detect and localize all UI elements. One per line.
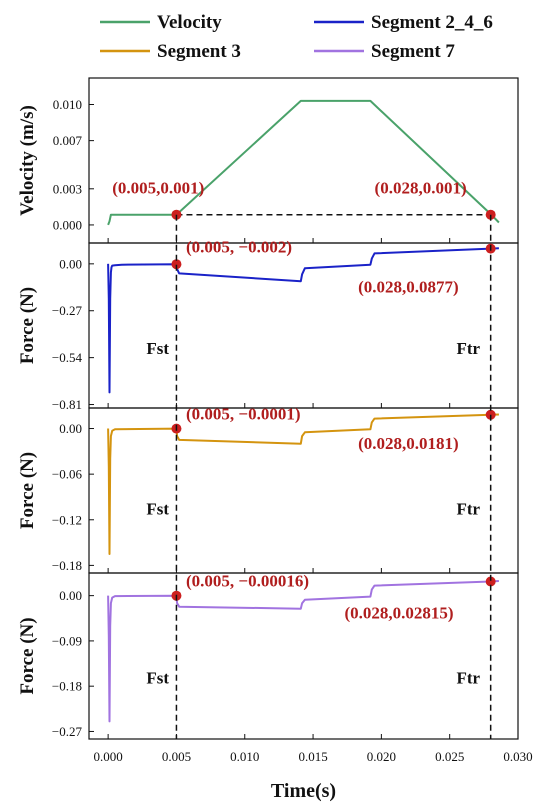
legend-label-seg3: Segment 3 (157, 41, 241, 62)
annotation-label: (0.028,0.0181) (358, 434, 459, 453)
panel-frame (88, 572, 519, 740)
legend-label-velocity: Velocity (157, 12, 222, 33)
panel-frame (88, 242, 519, 409)
series-line-seg3 (107, 413, 499, 555)
series-line-seg7 (107, 580, 499, 723)
x-tick-label: 0.020 (367, 749, 396, 764)
legend: Velocity Segment 2_4_6 Segment 3 Segment 7 (100, 12, 493, 62)
panel-seg246: 0.00 −0.27 −0.54 −0.81 Force (N) (0.005, −0.0… (17, 238, 519, 412)
panel-frame (88, 77, 519, 244)
series-line-velocity (107, 99, 500, 226)
annotation-label: (0.005, −0.002) (186, 238, 292, 257)
y-tick-label: 0.010 (53, 97, 82, 112)
label-fst: Fst (146, 499, 169, 518)
label-ftr: Ftr (457, 339, 481, 358)
y-tick-label: −0.18 (52, 558, 82, 573)
x-tick-label: 0.010 (230, 749, 259, 764)
x-tick-label: 0.000 (94, 749, 123, 764)
marker-point-end (485, 576, 496, 587)
legend-label-seg246: Segment 2_4_6 (371, 12, 493, 33)
y-tick-label: 0.00 (59, 256, 82, 271)
y-tick-label: −0.27 (52, 303, 83, 318)
annotation-label: (0.005,0.001) (112, 179, 204, 198)
y-tick-label: −0.06 (52, 467, 83, 482)
annotation-label: (0.005, −0.0001) (186, 404, 301, 423)
y-tick-label: −0.12 (52, 512, 82, 527)
y-tick-label: −0.81 (52, 397, 82, 412)
annotation-label: (0.028,0.001) (375, 179, 467, 198)
panel-seg3: 0.00 −0.06 −0.12 −0.18 Force (N) (0.005, −0.0… (17, 404, 519, 574)
annotation-label: (0.028,0.0877) (358, 278, 459, 297)
y-tick-label: 0.007 (53, 133, 83, 148)
annotation-label: (0.028,0.02815) (344, 603, 453, 622)
label-fst: Fst (146, 669, 169, 688)
y-axis-label: Velocity (m/s) (17, 105, 38, 216)
label-fst: Fst (146, 339, 169, 358)
panel-velocity: 0.000 0.003 0.007 0.010 Velocity (m/s) (0.005… (17, 77, 519, 244)
panel-seg7: 0.00 −0.09 −0.18 −0.27 Force (N) (0.005, −0.0… (17, 572, 519, 740)
marker-point-start (171, 259, 182, 270)
label-ftr: Ftr (457, 669, 481, 688)
y-axis-label: Force (N) (17, 617, 38, 694)
x-axis: 0.000 0.005 0.010 0.015 0.020 0.025 0.030 Time(… (94, 749, 533, 802)
y-tick-label: 0.00 (59, 588, 82, 603)
y-axis-label: Force (N) (17, 452, 38, 529)
x-tick-label: 0.015 (298, 749, 327, 764)
x-tick-label: 0.025 (435, 749, 464, 764)
x-tick-label: 0.005 (162, 749, 191, 764)
y-tick-label: −0.54 (52, 350, 83, 365)
series-line-seg246 (107, 247, 499, 394)
x-tick-label: 0.030 (503, 749, 532, 764)
y-tick-label: −0.09 (52, 633, 82, 648)
y-tick-label: −0.27 (52, 724, 83, 739)
y-tick-label: 0.00 (59, 421, 82, 436)
annotation-label: (0.005, −0.00016) (186, 572, 309, 591)
x-axis-label: Time(s) (271, 780, 336, 802)
vertical-dashed-lines (175, 214, 492, 739)
legend-label-seg7: Segment 7 (371, 41, 455, 62)
chart-panels: 0.000 0.003 0.007 0.010 Velocity (m/s) (0.005… (17, 77, 519, 740)
y-tick-label: −0.18 (52, 679, 82, 694)
label-ftr: Ftr (457, 499, 481, 518)
y-axis-label: Force (N) (17, 287, 38, 364)
y-tick-label: 0.000 (53, 217, 82, 232)
y-tick-label: 0.003 (53, 181, 82, 196)
